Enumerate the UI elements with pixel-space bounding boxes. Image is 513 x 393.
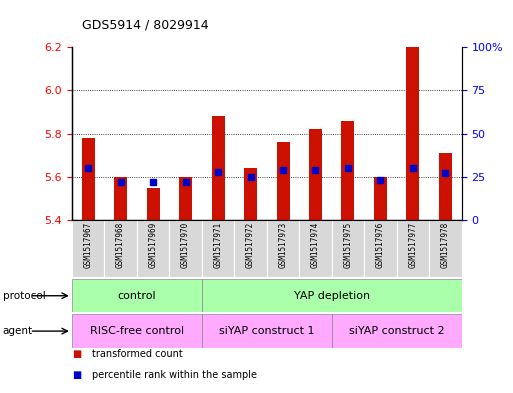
- Point: [246, 174, 254, 180]
- Bar: [72, 220, 104, 277]
- Text: siYAP construct 2: siYAP construct 2: [349, 326, 445, 336]
- Text: GSM1517976: GSM1517976: [376, 222, 385, 268]
- Text: GSM1517977: GSM1517977: [408, 222, 418, 268]
- Bar: [439, 153, 452, 220]
- Point: [441, 170, 449, 176]
- Point: [182, 179, 190, 185]
- Text: percentile rank within the sample: percentile rank within the sample: [92, 370, 258, 380]
- Text: GSM1517967: GSM1517967: [84, 222, 92, 268]
- Bar: [104, 220, 137, 277]
- Text: ■: ■: [72, 349, 81, 359]
- Bar: [267, 220, 299, 277]
- Bar: [429, 220, 462, 277]
- Text: GSM1517975: GSM1517975: [344, 222, 352, 268]
- Bar: [309, 129, 322, 220]
- Bar: [299, 220, 332, 277]
- Bar: [374, 177, 387, 220]
- Bar: [72, 279, 202, 312]
- Bar: [114, 177, 127, 220]
- Text: YAP depletion: YAP depletion: [293, 291, 370, 301]
- Text: RISC-free control: RISC-free control: [90, 326, 184, 336]
- Text: GSM1517974: GSM1517974: [311, 222, 320, 268]
- Bar: [244, 168, 257, 220]
- Bar: [137, 220, 169, 277]
- Text: GSM1517971: GSM1517971: [213, 222, 223, 268]
- Bar: [397, 220, 429, 277]
- Bar: [342, 121, 354, 220]
- Text: transformed count: transformed count: [92, 349, 183, 359]
- Point: [311, 167, 320, 173]
- Point: [377, 177, 385, 184]
- Text: GSM1517972: GSM1517972: [246, 222, 255, 268]
- Bar: [364, 220, 397, 277]
- Text: GSM1517969: GSM1517969: [149, 222, 157, 268]
- Bar: [202, 314, 332, 348]
- Bar: [332, 314, 462, 348]
- Bar: [179, 177, 192, 220]
- Bar: [234, 220, 267, 277]
- Bar: [82, 138, 94, 220]
- Text: siYAP construct 1: siYAP construct 1: [219, 326, 314, 336]
- Text: agent: agent: [3, 326, 33, 336]
- Point: [149, 179, 157, 185]
- Point: [409, 165, 417, 171]
- Bar: [332, 220, 364, 277]
- Bar: [202, 220, 234, 277]
- Text: GDS5914 / 8029914: GDS5914 / 8029914: [82, 18, 209, 31]
- Point: [279, 167, 287, 173]
- Point: [344, 165, 352, 171]
- Point: [214, 169, 222, 175]
- Text: ■: ■: [72, 370, 81, 380]
- Bar: [72, 314, 202, 348]
- Bar: [211, 116, 225, 220]
- Text: GSM1517970: GSM1517970: [181, 222, 190, 268]
- Text: GSM1517978: GSM1517978: [441, 222, 450, 268]
- Bar: [169, 220, 202, 277]
- Bar: [202, 279, 462, 312]
- Bar: [406, 47, 420, 220]
- Text: GSM1517968: GSM1517968: [116, 222, 125, 268]
- Bar: [277, 142, 289, 220]
- Point: [116, 179, 125, 185]
- Text: protocol: protocol: [3, 291, 45, 301]
- Text: control: control: [117, 291, 156, 301]
- Bar: [147, 188, 160, 220]
- Text: GSM1517973: GSM1517973: [279, 222, 287, 268]
- Point: [84, 165, 92, 171]
